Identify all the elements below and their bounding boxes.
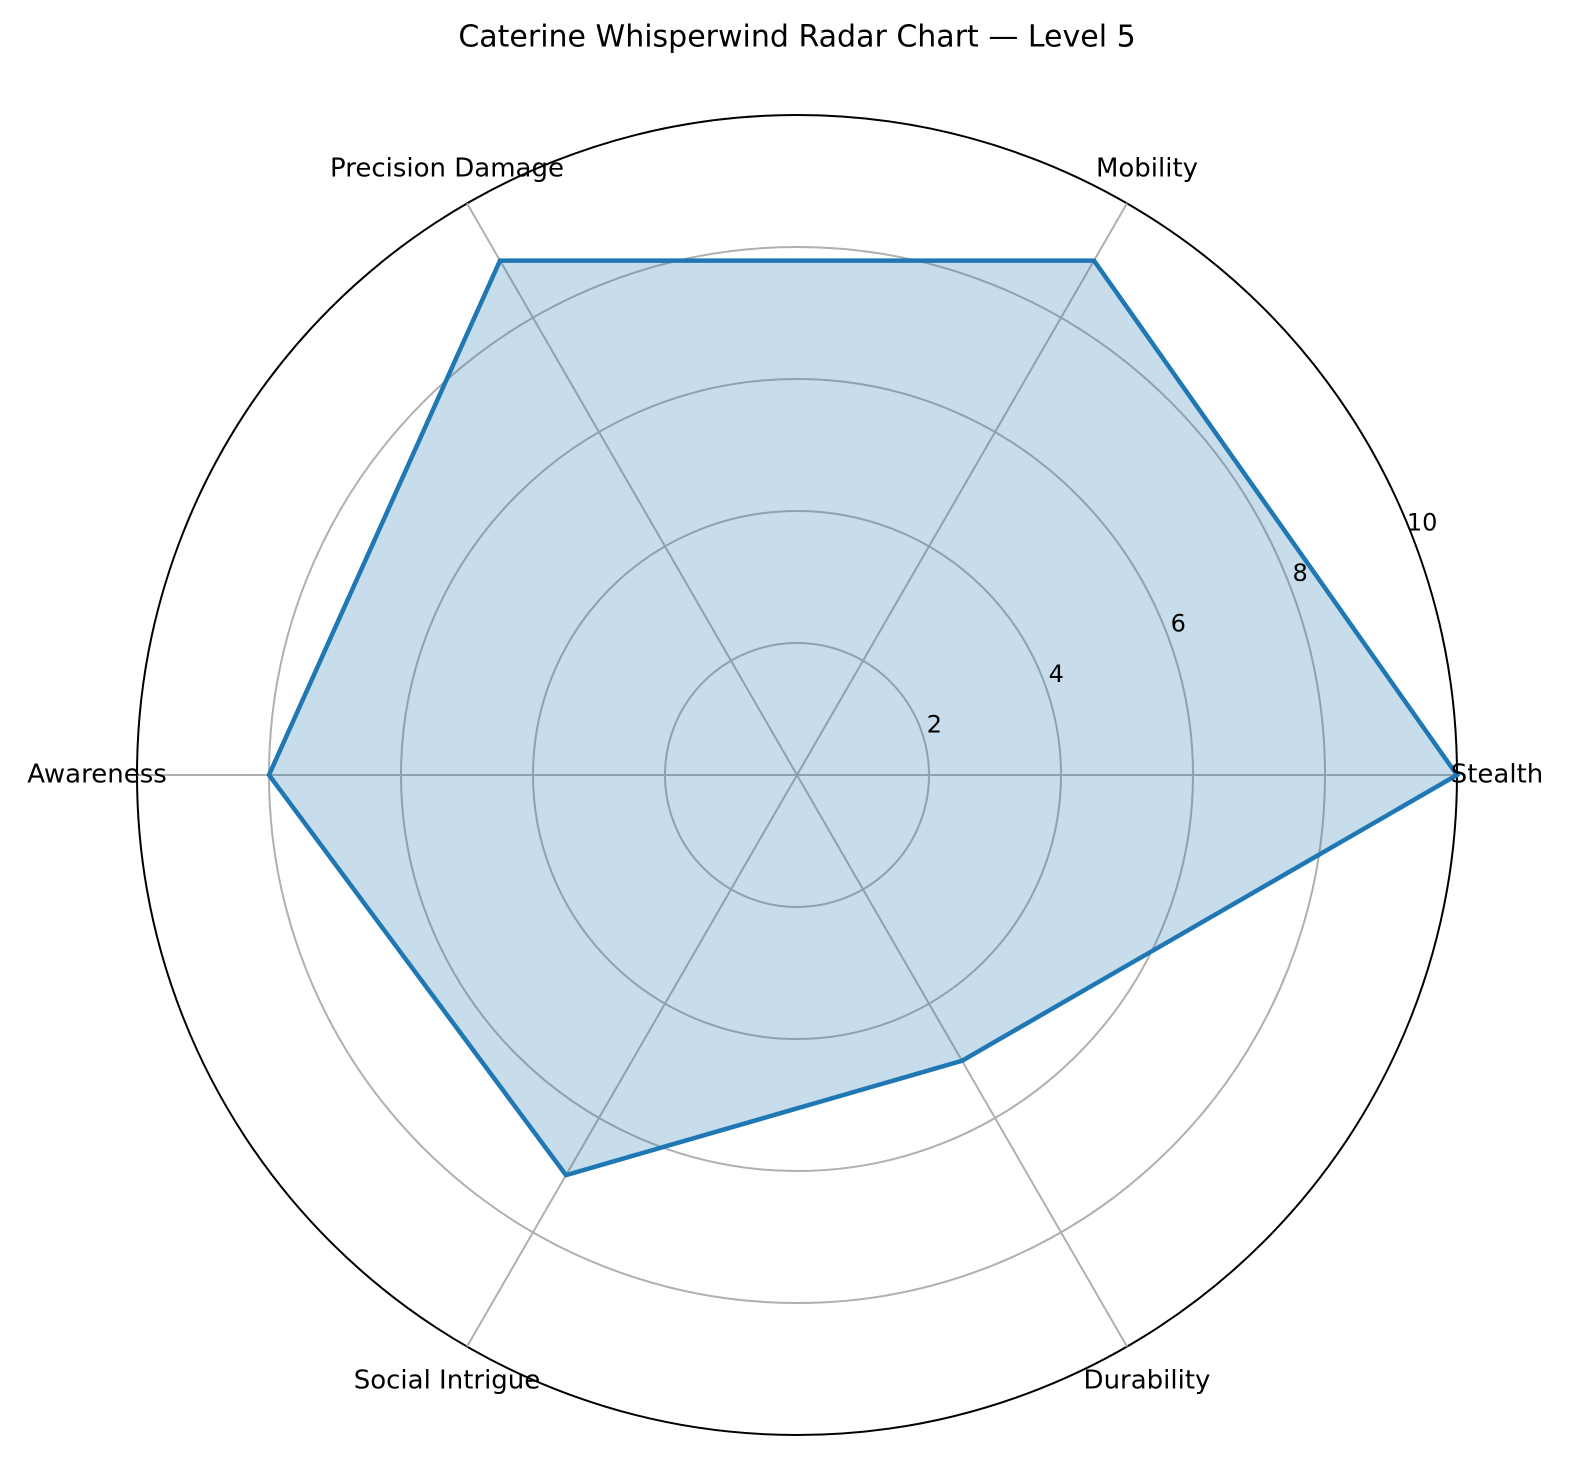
category-label: Precision Damage — [330, 153, 564, 183]
spoke — [466, 774, 798, 1348]
category-label: Awareness — [27, 760, 167, 790]
radar-line — [266, 258, 1461, 1178]
category-label: Stealth — [1451, 760, 1544, 790]
spoke — [796, 202, 1128, 776]
chart-title: Caterine Whisperwind Radar Chart — Level… — [458, 20, 1135, 55]
r-tick-label: 4 — [1049, 660, 1064, 688]
category-label: Social Intrigue — [354, 1366, 541, 1396]
r-tick-label: 10 — [1407, 508, 1438, 536]
r-tick-label: 8 — [1293, 559, 1308, 587]
r-tick-label: 2 — [927, 710, 942, 738]
r-tick-label: 6 — [1171, 609, 1186, 637]
radar-area — [269, 260, 1457, 1176]
spoke — [466, 202, 798, 776]
category-label: Mobility — [1096, 153, 1198, 183]
category-label: Durability — [1084, 1366, 1211, 1396]
